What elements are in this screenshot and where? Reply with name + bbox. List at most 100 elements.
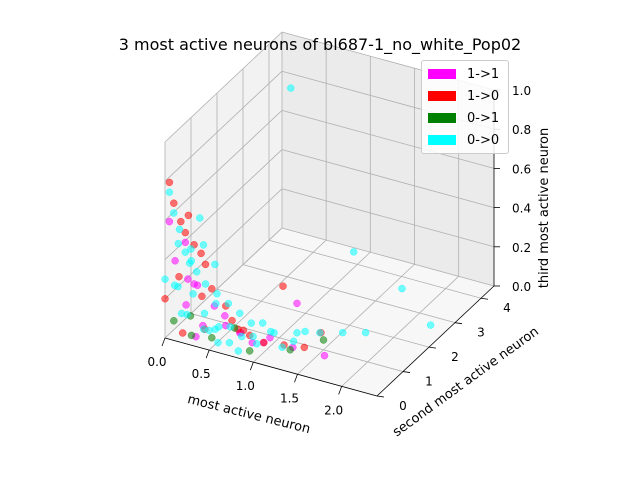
data-point bbox=[183, 310, 191, 319]
gridline-x bbox=[208, 239, 327, 351]
data-point bbox=[316, 328, 324, 337]
y-tick-label: 0 bbox=[399, 399, 407, 413]
legend-label: 1->1 bbox=[467, 66, 500, 82]
data-point bbox=[170, 317, 178, 325]
data-point bbox=[187, 331, 196, 340]
legend-item: 1->0 bbox=[428, 88, 499, 104]
data-point bbox=[208, 285, 216, 293]
data-point bbox=[165, 217, 174, 226]
data-point bbox=[215, 323, 223, 331]
data-point bbox=[279, 282, 287, 290]
data-point bbox=[197, 249, 205, 258]
data-point bbox=[189, 290, 197, 298]
x-tick-label: 0.0 bbox=[147, 355, 166, 369]
data-point bbox=[178, 329, 187, 337]
gridline-x bbox=[341, 276, 459, 387]
data-point bbox=[267, 327, 275, 336]
data-point bbox=[175, 225, 184, 234]
y-tick bbox=[402, 371, 411, 373]
z-tick-label: 0.0 bbox=[512, 280, 531, 294]
gridline-y bbox=[216, 288, 430, 348]
data-point bbox=[349, 248, 358, 256]
data-point bbox=[212, 299, 220, 308]
data-point bbox=[192, 268, 201, 276]
data-point bbox=[201, 260, 210, 269]
data-point bbox=[170, 199, 178, 207]
data-point bbox=[237, 332, 246, 341]
gridline-x bbox=[297, 263, 415, 375]
data-point bbox=[181, 228, 190, 237]
data-point bbox=[184, 275, 192, 283]
data-point bbox=[301, 327, 309, 336]
data-point bbox=[199, 241, 208, 249]
x-tick-label: 1.5 bbox=[280, 391, 299, 405]
data-point bbox=[300, 343, 309, 352]
data-point bbox=[181, 248, 190, 256]
gridline-z bbox=[281, 227, 495, 287]
data-point bbox=[208, 334, 216, 342]
data-point bbox=[174, 282, 182, 291]
data-point bbox=[319, 336, 328, 344]
gridline-y bbox=[242, 264, 456, 324]
legend-item: 0->1 bbox=[428, 110, 499, 126]
gridline-z bbox=[281, 110, 495, 169]
data-point bbox=[226, 323, 234, 331]
data-point bbox=[221, 312, 229, 320]
legend-label: 0->1 bbox=[467, 110, 500, 126]
data-point bbox=[182, 301, 190, 309]
data-point bbox=[181, 238, 190, 247]
z-tick-label: 0.6 bbox=[512, 162, 531, 176]
data-point bbox=[224, 299, 233, 308]
x-tick-label: 0.5 bbox=[192, 367, 211, 381]
legend-swatch bbox=[428, 69, 456, 79]
data-point bbox=[187, 245, 195, 253]
data-point bbox=[228, 316, 236, 325]
data-point bbox=[287, 84, 295, 92]
data-point bbox=[258, 319, 267, 327]
data-point bbox=[177, 217, 185, 226]
data-point bbox=[278, 343, 286, 351]
z-axis-label: third most active neuron bbox=[537, 128, 552, 288]
y-tick bbox=[480, 297, 489, 300]
legend: 1->1 1->0 0->1 0->0 bbox=[421, 60, 509, 154]
data-point bbox=[170, 209, 178, 217]
data-point bbox=[236, 309, 244, 318]
legend-swatch bbox=[428, 113, 456, 123]
data-point bbox=[286, 346, 294, 354]
data-points bbox=[161, 84, 435, 360]
y-tick-label: 2 bbox=[451, 350, 459, 364]
gridline-z bbox=[164, 31, 283, 143]
y-tick-label: 3 bbox=[477, 326, 485, 340]
chart-title: 3 most active neurons of bl687-1_no_whit… bbox=[118, 35, 522, 54]
data-point bbox=[199, 325, 208, 334]
data-point bbox=[213, 290, 221, 298]
data-point bbox=[247, 319, 256, 327]
y-tick-label: 4 bbox=[503, 301, 511, 315]
x-tick bbox=[161, 337, 166, 347]
z-tick-label: 1.0 bbox=[512, 84, 531, 98]
y-tick-label: 1 bbox=[425, 375, 433, 389]
y-tick bbox=[376, 395, 385, 398]
data-point bbox=[196, 214, 204, 222]
x-tick bbox=[294, 374, 298, 383]
y-tick bbox=[428, 346, 437, 349]
gridline-z bbox=[164, 110, 283, 221]
z-tick-label: 0.2 bbox=[512, 241, 531, 255]
x-tick bbox=[205, 349, 210, 359]
gridline-z bbox=[281, 149, 495, 208]
data-point bbox=[361, 328, 370, 337]
data-point bbox=[165, 178, 174, 187]
data-point bbox=[165, 188, 174, 196]
z-tick-label: 0.4 bbox=[512, 202, 531, 216]
data-point bbox=[161, 295, 169, 303]
data-point bbox=[198, 292, 206, 301]
data-point bbox=[293, 299, 301, 308]
data-point bbox=[398, 284, 406, 293]
data-point bbox=[211, 260, 219, 269]
data-point bbox=[175, 272, 183, 281]
data-point bbox=[214, 338, 222, 347]
data-point bbox=[426, 321, 435, 329]
data-point bbox=[245, 347, 254, 355]
data-point bbox=[174, 239, 183, 248]
legend-label: 1->0 bbox=[467, 88, 500, 104]
